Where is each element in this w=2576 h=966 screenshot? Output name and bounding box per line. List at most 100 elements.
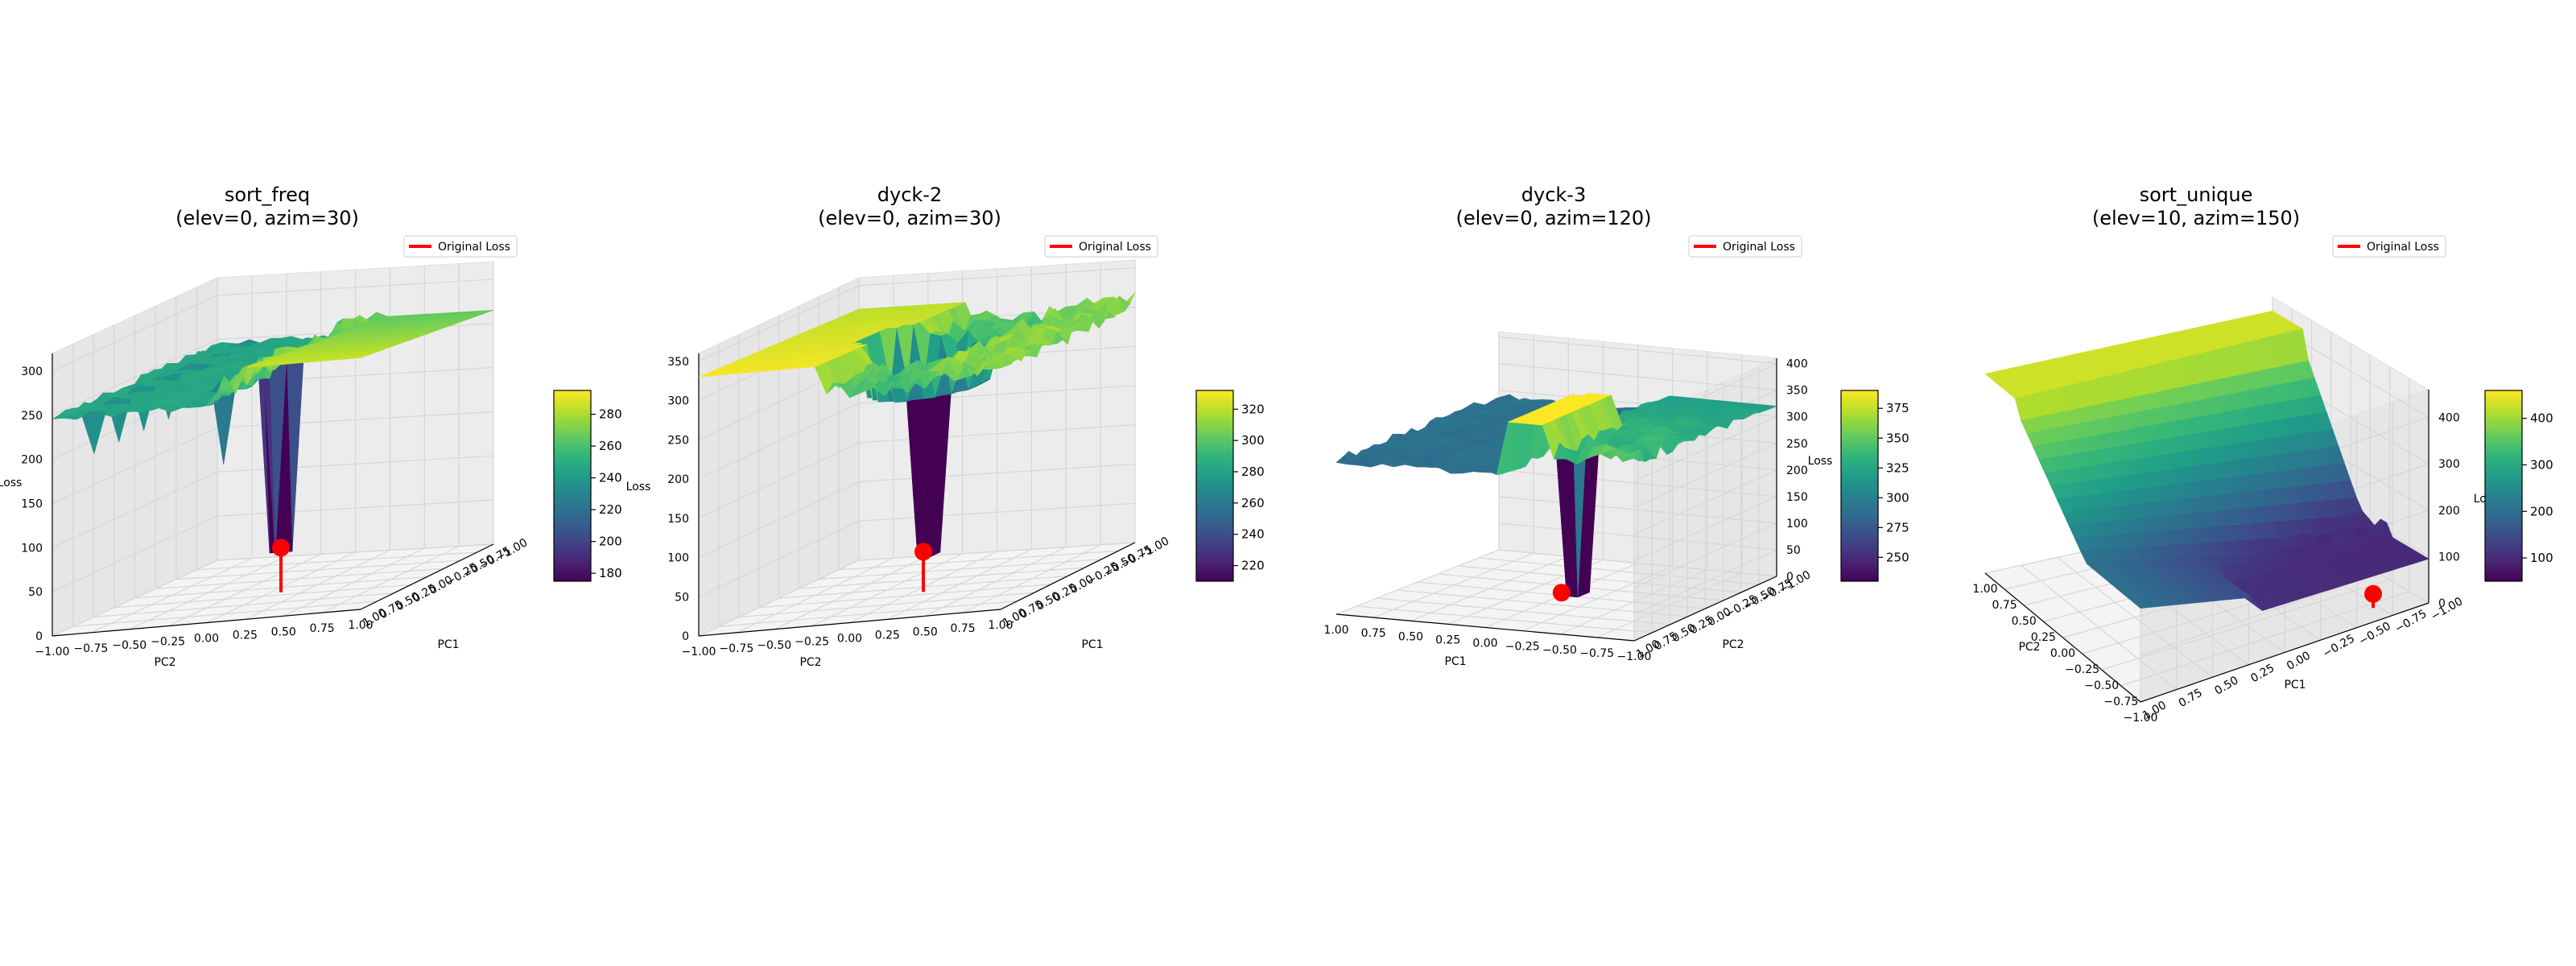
colorbar-tick-label: 200: [2530, 504, 2553, 518]
grid-line: [114, 584, 411, 609]
z-axis-label: Loss: [626, 481, 651, 493]
legend-label: Original Loss: [1079, 241, 1151, 254]
grid-line: [1633, 549, 1777, 615]
x-tick-label: −0.25: [2065, 663, 2099, 676]
grid-line: [155, 568, 444, 589]
grid-line: [217, 543, 494, 561]
x-tick-label: 0.50: [271, 625, 296, 638]
original-loss-marker: [1552, 584, 1571, 602]
grid-line: [217, 499, 494, 517]
z-tick-label: 200: [21, 454, 43, 467]
z-tick-label: 350: [1786, 385, 1808, 398]
x-tick-label: 0.50: [1398, 630, 1423, 643]
x-axis-label: PC1: [1444, 655, 1466, 668]
grid-line: [858, 267, 1136, 287]
legend-label: Original Loss: [1723, 241, 1795, 254]
z-tick-label: 50: [1786, 544, 1801, 557]
x-tick-label: 0.00: [1472, 638, 1497, 650]
colorbar: 180 200 220 240 260 280: [553, 390, 622, 582]
panel-sort-freq: sort_freq (elev=0, azim=30) Original Los…: [175, 184, 518, 258]
x-tick-label: 0.00: [837, 633, 862, 646]
grid-line: [1498, 496, 1777, 524]
y-axis-label: PC2: [1722, 638, 1744, 651]
z-tick-label: 100: [2438, 551, 2460, 564]
y-axis-label: PC1: [2284, 679, 2306, 691]
grid-line: [1458, 565, 1741, 593]
y-tick-label: 0.75: [2177, 687, 2205, 710]
grid-line: [698, 481, 860, 559]
legend: Original Loss: [2332, 235, 2446, 258]
colorbar: 220 240 260 280 300 320: [1195, 390, 1265, 582]
z-tick-label: 300: [21, 365, 43, 378]
z-tick-label: 300: [2438, 458, 2460, 471]
y-axis-label: PC1: [437, 638, 459, 651]
z-tick-label: 0: [682, 630, 689, 643]
x-tick-label: −0.25: [151, 636, 185, 649]
x-tick-label: −1.00: [682, 646, 716, 658]
grid-line: [52, 295, 218, 372]
x-tick-label: −1.00: [35, 646, 70, 658]
z-tick-label: 400: [2438, 412, 2460, 425]
z-axis-label: Loss: [1808, 455, 1833, 468]
x-axis-label: PC2: [799, 656, 821, 669]
grid-line: [758, 584, 1051, 609]
y-axis-line: [360, 543, 494, 610]
y-axis-label: PC1: [1081, 638, 1103, 651]
colorbar-tick-label: 320: [1241, 402, 1265, 416]
grid-line: [1633, 443, 1777, 509]
grid-line: [1498, 336, 1777, 365]
x-tick-label: −0.25: [1505, 641, 1540, 654]
grid-line: [1633, 522, 1777, 588]
z-tick-label: 50: [28, 586, 43, 599]
y-tick-label: −1.00: [493, 536, 530, 564]
panel-title: sort_unique: [2140, 184, 2253, 206]
grid-line: [52, 339, 218, 416]
z-tick-label: 0: [1786, 571, 1794, 584]
panel-title: dyck-3: [1521, 184, 1586, 206]
z-tick-label: 0: [2438, 597, 2446, 610]
legend: Original Loss: [403, 235, 518, 258]
z-tick-label: 100: [667, 552, 689, 565]
legend-label: Original Loss: [2367, 241, 2439, 254]
x-tick-label: 0.75: [951, 622, 976, 635]
plots-layer: −1.00 −0.75 −0.50 −0.25 0.00 0.25 0.50 0.75 1.00…: [0, 259, 2553, 724]
z-tick-label: 400: [1786, 358, 1808, 371]
colorbar-tick-label: 300: [1241, 433, 1265, 448]
colorbar-tick-label: 275: [1886, 520, 1909, 535]
axes-1: −1.00 −0.75 −0.50 −0.25 0.00 0.25 0.50 0.75 1.00…: [626, 259, 1265, 669]
y-tick-label: −1.00: [1777, 568, 1813, 597]
z-tick-label: 200: [2438, 505, 2460, 518]
panel-subtitle: (elev=0, azim=30): [818, 207, 1001, 229]
colorbar-tick-label: 260: [599, 439, 622, 453]
x-axis-line: [1335, 613, 1635, 642]
x-tick-label: 1.00: [1323, 624, 1348, 637]
colorbar-tick-label: 350: [1886, 431, 1909, 445]
grid-line: [858, 542, 1136, 561]
x-tick-label: −0.50: [112, 639, 147, 652]
colorbar-gradient: [1840, 390, 1879, 582]
colorbar-tick-label: 250: [1886, 550, 1909, 564]
x-tick-label: 0.75: [310, 622, 335, 635]
colorbar-tick-label: 280: [599, 407, 622, 422]
original-loss-marker: [914, 543, 932, 561]
loss-surface: [1335, 393, 1777, 598]
colorbar-tick-label: 300: [2530, 457, 2553, 472]
grid-line: [698, 285, 860, 362]
panel-subtitle: (elev=10, azim=150): [2092, 207, 2300, 229]
z-tick-label: 200: [1786, 464, 1808, 477]
grid-line: [698, 402, 860, 480]
axes-2: 1.00 0.75 0.50 0.25 0.00 −0.25 −0.50 −0.75 −1.00…: [1323, 331, 1909, 668]
grid-line: [858, 424, 1136, 444]
colorbar: 250 275 300 325 350 375: [1840, 390, 1909, 582]
legend-label: Original Loss: [438, 241, 510, 254]
colorbar-tick-label: 220: [1241, 559, 1265, 573]
grid-line: [52, 471, 218, 548]
z-tick-label: 100: [1786, 518, 1808, 530]
grid-line: [799, 567, 1085, 589]
grid-line: [72, 601, 378, 627]
y-tick-label: 0.00: [2285, 650, 2313, 673]
x-tick-label: 0.25: [875, 629, 900, 642]
axes-3: 1.00 0.75 0.50 0.25 0.00 −0.25 −0.50 −0.75 −1.00…: [1972, 296, 2553, 724]
x-axis-label: PC2: [154, 656, 175, 669]
grid-line: [698, 520, 860, 597]
